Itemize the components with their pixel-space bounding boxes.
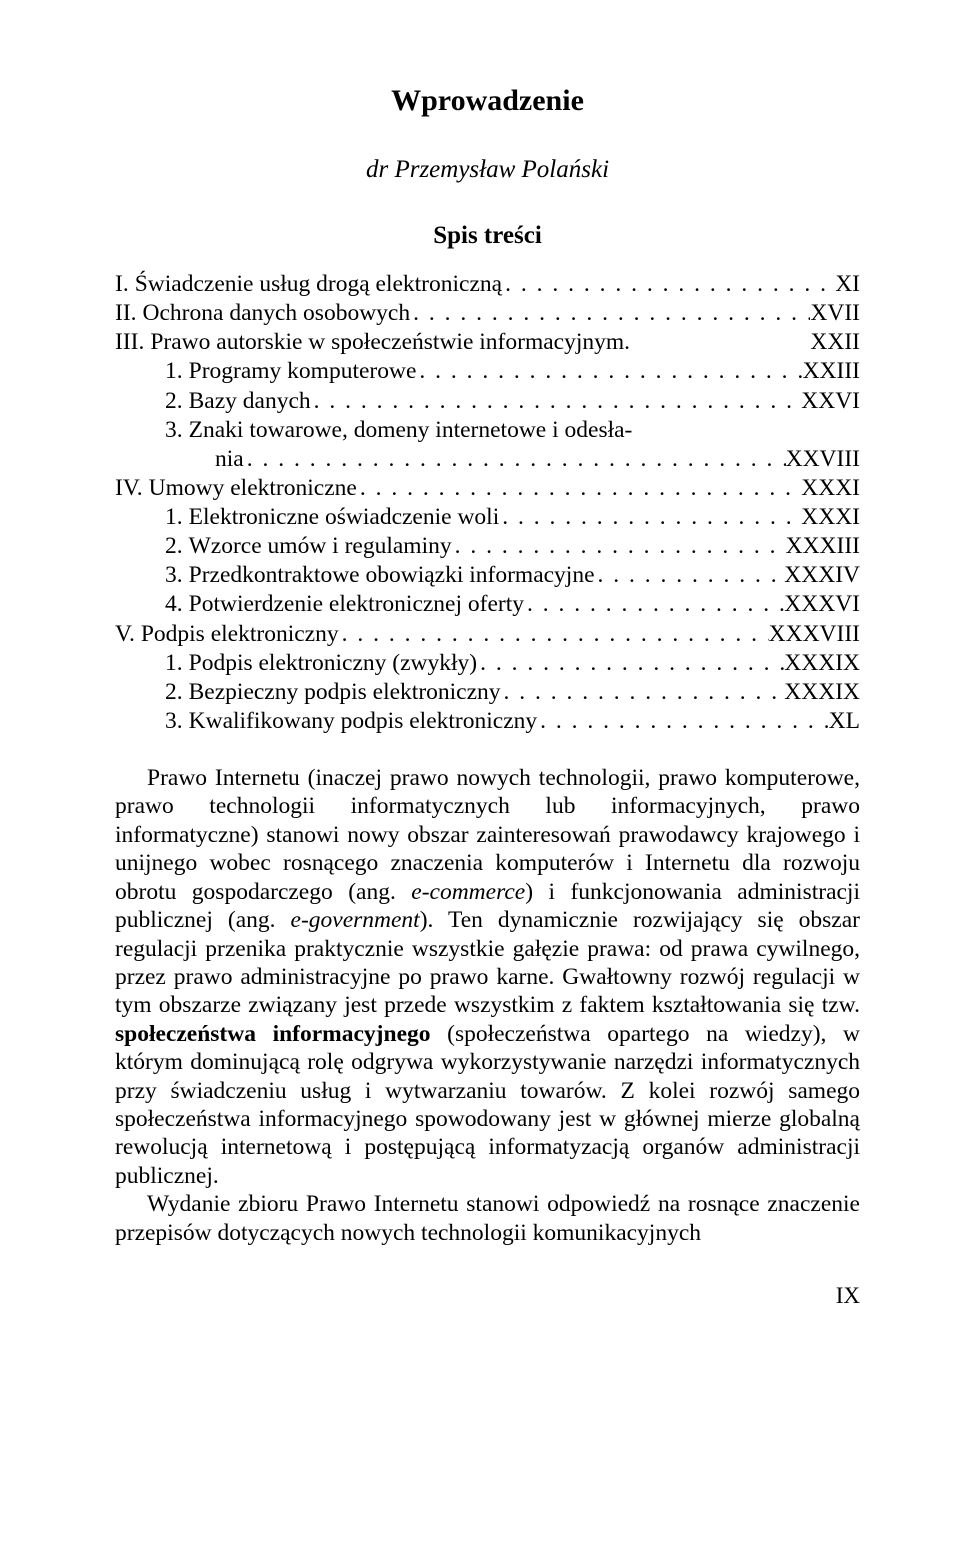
toc-leader-dots: . . . . . . . . . . . . . . . . . . . . …: [501, 678, 785, 707]
toc-row: nia. . . . . . . . . . . . . . . . . . .…: [115, 445, 860, 474]
toc-item-label: 2.: [165, 387, 189, 416]
italic-run: e-government: [291, 907, 420, 933]
paragraph: Wydanie zbioru Prawo Internetu stanowi o…: [115, 1190, 860, 1247]
toc-item-label: 4.: [165, 590, 189, 619]
toc-leader-dots: . . . . . . . . . . . . . . . . . . . . …: [524, 590, 784, 619]
toc-item-label: 1.: [165, 357, 189, 386]
toc-item-text: Podpis elektroniczny (zwykły): [189, 649, 477, 678]
toc-leader-dots: . . . . . . . . . . . . . . . . . . . . …: [339, 620, 769, 649]
toc-item-label: 1.: [165, 649, 189, 678]
toc-item-label: 3.: [165, 707, 189, 736]
toc-page-number: XXXIII: [786, 532, 860, 561]
author-line: dr Przemysław Polański: [115, 156, 860, 184]
toc-item-label: III.: [115, 328, 150, 357]
toc-item-text: Programy komputerowe: [189, 357, 417, 386]
toc-item-text: nia: [215, 445, 244, 474]
toc-leader-dots: . . . . . . . . . . . . . . . . . . . . …: [502, 270, 835, 299]
toc-row: IV.Umowy elektroniczne. . . . . . . . . …: [115, 474, 860, 503]
toc-leader-dots: . . . . . . . . . . . . . . . . . . . . …: [452, 532, 786, 561]
toc-item-text: Elektroniczne oświadczenie woli: [189, 503, 500, 532]
toc-page-number: XXXIV: [784, 561, 860, 590]
toc-page-number: XXVI: [801, 387, 860, 416]
toc-leader-dots: . . . . . . . . . . . . . . . . . . . . …: [416, 357, 802, 386]
toc-item-label: 2.: [165, 532, 189, 561]
toc-row: II.Ochrona danych osobowych. . . . . . .…: [115, 299, 860, 328]
toc-page-number: XVII: [810, 299, 860, 328]
toc-leader-dots: . . . . . . . . . . . . . . . . . . . . …: [410, 299, 810, 328]
toc-item-text: Bazy danych: [189, 387, 311, 416]
toc-row: 1.Programy komputerowe. . . . . . . . . …: [115, 357, 860, 386]
toc-row: 2.Wzorce umów i regulaminy. . . . . . . …: [115, 532, 860, 561]
toc-item-label: V.: [115, 620, 141, 649]
toc-page-number: XXVIII: [786, 445, 860, 474]
body-text: Prawo Internetu (inaczej prawo nowych te…: [115, 764, 860, 1247]
bold-run: społeczeństwa informacyjnego: [115, 1021, 431, 1047]
toc-page-number: XXXIX: [784, 678, 860, 707]
page-number: IX: [115, 1283, 860, 1309]
toc-page-number: XI: [835, 270, 860, 299]
page-title: Wprowadzenie: [115, 84, 860, 118]
toc-item-text: Bezpieczny podpis elektroniczny: [189, 678, 501, 707]
toc-page-number: XXXVI: [784, 590, 860, 619]
toc-row: 1.Elektroniczne oświadczenie woli. . . .…: [115, 503, 860, 532]
toc-row: 1.Podpis elektroniczny (zwykły). . . . .…: [115, 649, 860, 678]
toc-item-label: I.: [115, 270, 135, 299]
toc-row: 3.Kwalifikowany podpis elektroniczny. . …: [115, 707, 860, 736]
toc-leader-dots: . . . . . . . . . . . . . . . . . . . . …: [595, 561, 785, 590]
toc-page-number: XXII: [810, 328, 860, 357]
toc-row: I.Świadczenie usług drogą elektroniczną.…: [115, 270, 860, 299]
toc-item-text: Wzorce umów i regulaminy: [189, 532, 452, 561]
toc-item-text: Prawo autorskie w społeczeństwie informa…: [150, 328, 630, 357]
toc-row: 4.Potwierdzenie elektronicznej oferty. .…: [115, 590, 860, 619]
toc-row: 3.Przedkontraktowe obowiązki informacyjn…: [115, 561, 860, 590]
toc-page-number: XXXI: [801, 474, 860, 503]
toc-leader-dots: . . . . . . . . . . . . . . . . . . . . …: [537, 707, 829, 736]
toc-row: III.Prawo autorskie w społeczeństwie inf…: [115, 328, 860, 357]
toc-page-number: XXXI: [801, 503, 860, 532]
toc-leader-dots: . . . . . . . . . . . . . . . . . . . . …: [311, 387, 802, 416]
toc-leader-dots: . . . . . . . . . . . . . . . . . . . . …: [499, 503, 801, 532]
toc-item-text: Świadczenie usług drogą elektroniczną: [135, 270, 502, 299]
paragraph: Prawo Internetu (inaczej prawo nowych te…: [115, 764, 860, 1190]
toc-row: 2.Bazy danych. . . . . . . . . . . . . .…: [115, 387, 860, 416]
document-page: Wprowadzenie dr Przemysław Polański Spis…: [0, 0, 960, 1542]
toc-item-text: Ochrona danych osobowych: [143, 299, 411, 328]
toc-row: 2.Bezpieczny podpis elektroniczny. . . .…: [115, 678, 860, 707]
toc-item-text: Umowy elektroniczne: [149, 474, 357, 503]
toc-row: V.Podpis elektroniczny. . . . . . . . . …: [115, 620, 860, 649]
toc-page-number: XXXVIII: [769, 620, 860, 649]
toc: I.Świadczenie usług drogą elektroniczną.…: [115, 270, 860, 736]
toc-row: 3.Znaki towarowe, domeny internetowe i o…: [115, 416, 860, 445]
toc-item-text: Przedkontraktowe obowiązki informacyjne: [189, 561, 595, 590]
toc-page-number: XXXIX: [784, 649, 860, 678]
toc-item-label: 3.: [165, 416, 189, 445]
toc-item-label: II.: [115, 299, 143, 328]
toc-item-text: Podpis elektroniczny: [141, 620, 339, 649]
toc-item-text: Kwalifikowany podpis elektroniczny: [189, 707, 538, 736]
toc-leader-dots: . . . . . . . . . . . . . . . . . . . . …: [477, 649, 784, 678]
toc-leader-dots: . . . . . . . . . . . . . . . . . . . . …: [357, 474, 801, 503]
italic-run: e-commerce: [411, 879, 525, 905]
toc-heading: Spis treści: [115, 222, 860, 250]
toc-item-label: 1.: [165, 503, 189, 532]
toc-item-label: IV.: [115, 474, 149, 503]
toc-item-text: Potwierdzenie elektronicznej oferty: [189, 590, 524, 619]
toc-page-number: XXIII: [803, 357, 860, 386]
toc-item-label: 3.: [165, 561, 189, 590]
toc-item-text: Znaki towarowe, domeny internetowe i ode…: [189, 416, 633, 445]
toc-leader-dots: . . . . . . . . . . . . . . . . . . . . …: [244, 445, 786, 474]
toc-page-number: XL: [829, 707, 860, 736]
toc-item-label: 2.: [165, 678, 189, 707]
